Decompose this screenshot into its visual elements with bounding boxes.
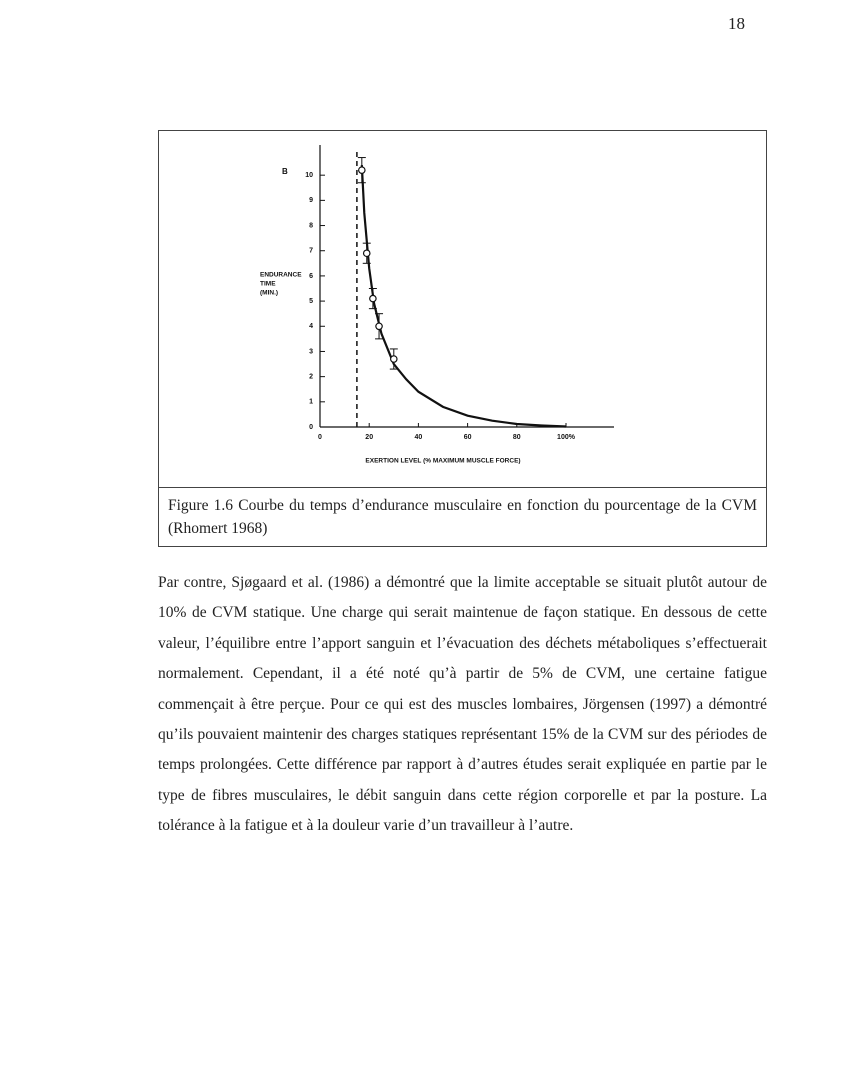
x-tick-label: 100% <box>557 434 576 441</box>
panel-label: B <box>282 167 288 176</box>
y-tick-label: 8 <box>309 222 313 229</box>
y-tick-label: 7 <box>309 248 313 255</box>
curve <box>360 165 567 428</box>
y-tick-label: 6 <box>309 273 313 280</box>
y-axis-label: TIME <box>260 281 276 288</box>
data-point <box>358 166 366 174</box>
x-tick-label: 0 <box>318 434 322 441</box>
x-tick-label: 80 <box>513 434 521 441</box>
y-tick-label: 4 <box>309 323 313 330</box>
y-axis-label: (MIN.) <box>260 290 278 297</box>
data-point <box>369 294 377 303</box>
paragraph: Par contre, Sjøgaard et al. (1986) a dém… <box>158 574 767 835</box>
y-tick-label: 1 <box>309 399 313 406</box>
x-tick-label: 60 <box>464 434 472 441</box>
figure-caption: Figure 1.6 Courbe du temps d’endurance m… <box>159 487 766 550</box>
x-axis-label: EXERTION LEVEL (% MAXIMUM MUSCLE FORCE) <box>365 458 520 465</box>
x-tick-label: 40 <box>415 434 423 441</box>
figure: 0 1 2 3 4 5 6 7 8 9 10 0 20 40 60 80 100% EXERTION LEVEL … <box>158 130 767 547</box>
y-axis-label: ENDURANCE <box>260 272 302 279</box>
y-tick-label: 5 <box>309 298 313 305</box>
y-tick-label: 3 <box>309 348 313 355</box>
page-number: 18 <box>728 14 745 33</box>
y-tick-label: 0 <box>309 424 313 431</box>
data-point <box>375 322 383 331</box>
y-tick-label: 10 <box>305 172 313 179</box>
y-tick-label: 2 <box>309 373 313 380</box>
data-point <box>362 249 371 258</box>
data-point <box>389 355 398 363</box>
chart: 0 1 2 3 4 5 6 7 8 9 10 0 20 40 60 80 100% EXERTION LEVEL … <box>260 145 614 465</box>
y-tick-label: 9 <box>309 197 313 204</box>
x-tick-label: 20 <box>365 434 373 441</box>
